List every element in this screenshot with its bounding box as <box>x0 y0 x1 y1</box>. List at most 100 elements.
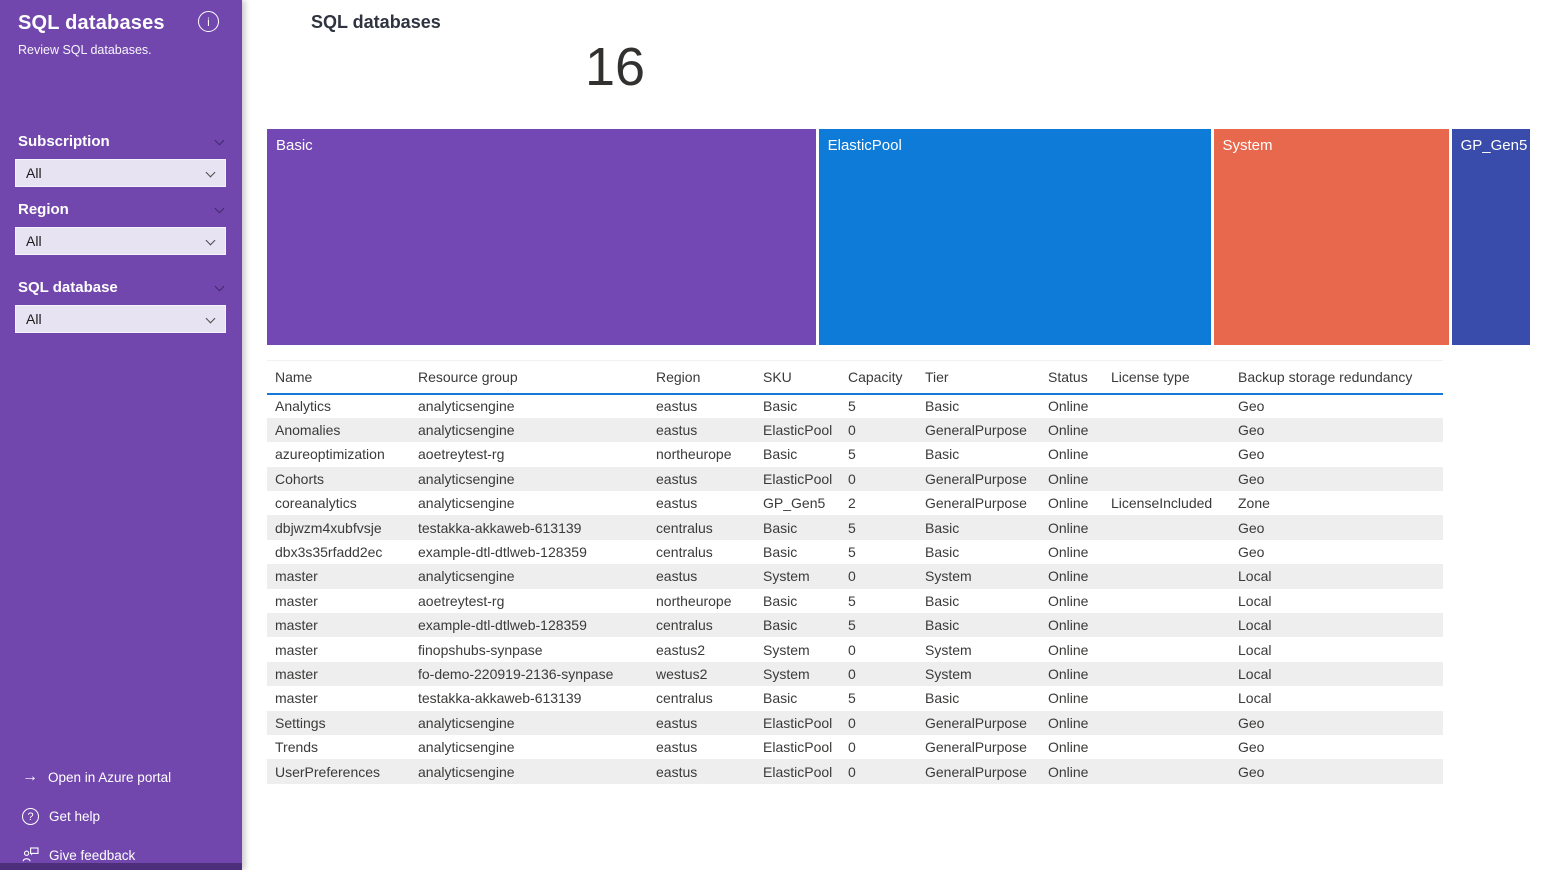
table-cell: GeneralPurpose <box>925 470 1027 487</box>
region-dropdown[interactable]: All <box>15 227 226 255</box>
table-cell: Basic <box>763 446 798 463</box>
table-row[interactable]: coreanalytics analyticsengine eastus GP_Gen… <box>267 491 1443 515</box>
info-icon[interactable]: i <box>198 11 219 32</box>
chevron-down-icon <box>205 313 216 324</box>
sql-database-dropdown[interactable]: All <box>15 305 226 333</box>
table-cell: System <box>925 641 972 658</box>
table-row[interactable]: dbjwzm4xubfvsje testakka-akkaweb-613139 ce… <box>267 515 1443 540</box>
table-cell: ElasticPool <box>763 422 833 439</box>
table-cell: Online <box>1048 714 1089 731</box>
table-cell: 5 <box>848 617 856 634</box>
table-row[interactable]: Cohorts analyticsengine eastus ElasticPool 0… <box>267 466 1443 492</box>
treemap-segment-basic[interactable]: Basic <box>267 129 816 345</box>
table-cell: Zone <box>1238 495 1270 512</box>
table-row[interactable]: master analyticsengine eastus System 0 System… <box>267 564 1443 589</box>
table-cell: 5 <box>848 544 856 561</box>
table-row[interactable]: master aoetreytest-rg northeurope Basic 5 Bas… <box>267 589 1443 613</box>
table-cell: westus2 <box>656 665 708 682</box>
table-cell: analyticsengine <box>418 422 515 439</box>
column-header-capacity[interactable]: Capacity <box>848 360 925 395</box>
page-title: SQL databases <box>311 12 441 32</box>
table-cell: 0 <box>848 470 856 487</box>
dropdown-value: All <box>26 165 42 181</box>
table-row[interactable]: UserPreferences analyticsengine eastus Elas… <box>267 759 1443 784</box>
table-row[interactable]: master fo-demo-220919-2136-synpase westus2… <box>267 661 1443 687</box>
table-row[interactable]: Anomalies analyticsengine eastus ElasticPoo… <box>267 417 1443 443</box>
table-cell: 0 <box>848 665 856 682</box>
table-cell: Geo <box>1238 446 1265 463</box>
column-header-status[interactable]: Status <box>1048 360 1111 395</box>
table-row[interactable]: master testakka-akkaweb-613139 centralus Ba… <box>267 686 1443 710</box>
table-cell: 0 <box>848 714 856 731</box>
table-cell <box>1111 759 1238 783</box>
table-cell: System <box>925 568 972 585</box>
table-cell: Geo <box>1238 714 1265 731</box>
table-row[interactable]: Trends analyticsengine eastus ElasticPool 0 G… <box>267 735 1443 759</box>
treemap-segment-label: ElasticPool <box>827 137 902 154</box>
treemap-segment-label: Basic <box>276 137 313 154</box>
grid-header-row: Name Resource group Region SKU Capacity Tier S… <box>267 360 1443 395</box>
table-row[interactable]: Analytics analyticsengine eastus Basic 5 Basi… <box>267 394 1443 418</box>
sidebar-horizontal-scrollbar[interactable] <box>0 863 242 870</box>
table-row[interactable]: Settings analyticsengine eastus ElasticPool… <box>267 710 1443 735</box>
table-row[interactable]: dbx3s35rfadd2ec example-dtl-dtlweb-128359… <box>267 540 1443 564</box>
table-cell: eastus <box>656 495 698 512</box>
table-cell: centralus <box>656 519 713 536</box>
table-cell: Online <box>1048 470 1089 487</box>
table-cell: Geo <box>1238 544 1265 561</box>
table-cell: eastus <box>656 714 698 731</box>
table-cell: centralus <box>656 617 713 634</box>
feedback-icon <box>22 847 39 863</box>
open-in-azure-portal-link[interactable]: → Open in Azure portal <box>22 768 172 785</box>
table-cell <box>1111 540 1238 564</box>
column-header-resource-group[interactable]: Resource group <box>418 360 656 395</box>
table-cell: Settings <box>275 714 326 731</box>
treemap-segment-label: GP_Gen5 <box>1460 137 1528 154</box>
column-header-name[interactable]: Name <box>267 360 418 395</box>
table-cell: coreanalytics <box>275 495 357 512</box>
column-header-sku[interactable]: SKU <box>763 360 848 395</box>
table-cell: Online <box>1048 592 1089 609</box>
table-cell: 0 <box>848 739 856 756</box>
table-row[interactable]: azureoptimization aoetreytest-rg northeuro… <box>267 442 1443 466</box>
table-cell: eastus2 <box>656 641 706 658</box>
table-cell: centralus <box>656 690 713 707</box>
table-cell: Online <box>1048 641 1089 658</box>
table-cell: analyticsengine <box>418 398 515 415</box>
table-cell: master <box>275 665 318 682</box>
column-header-backup-storage-redundancy[interactable]: Backup storage redundancy <box>1238 360 1443 395</box>
table-cell <box>1111 442 1238 466</box>
table-cell: master <box>275 641 318 658</box>
table-cell: testakka-akkaweb-613139 <box>418 519 582 536</box>
column-header-tier[interactable]: Tier <box>925 360 1048 395</box>
chevron-down-icon <box>205 235 216 246</box>
table-cell: Basic <box>925 446 960 463</box>
table-cell <box>1111 613 1238 637</box>
get-help-link[interactable]: ? Get help <box>22 808 100 825</box>
table-cell: System <box>925 665 972 682</box>
table-cell: Basic <box>925 519 960 536</box>
subscription-dropdown[interactable]: All <box>15 159 226 187</box>
table-row[interactable]: master example-dtl-dtlweb-128359 centralus… <box>267 613 1443 638</box>
give-feedback-link[interactable]: Give feedback <box>22 847 135 863</box>
table-row[interactable]: master finopshubs-synpase eastus2 System 0 Sy… <box>267 637 1443 661</box>
treemap-segment-system[interactable]: System <box>1213 129 1449 345</box>
column-header-license-type[interactable]: License type <box>1111 360 1238 395</box>
table-cell: 0 <box>848 568 856 585</box>
table-cell: GeneralPurpose <box>925 714 1027 731</box>
treemap-segment-elasticpool[interactable]: ElasticPool <box>818 129 1211 345</box>
table-cell: northeurope <box>656 446 732 463</box>
sidebar: SQL databases i Review SQL databases. Su… <box>0 0 242 870</box>
treemap-segment-gp_gen5[interactable]: GP_Gen5 <box>1451 129 1530 345</box>
table-cell: fo-demo-220919-2136-synpase <box>418 665 614 682</box>
table-cell <box>1111 394 1238 418</box>
help-circle-icon: ? <box>22 808 39 825</box>
column-header-region[interactable]: Region <box>656 360 763 395</box>
table-cell: dbjwzm4xubfvsje <box>275 519 382 536</box>
table-cell: finopshubs-synpase <box>418 641 543 658</box>
table-cell: Analytics <box>275 398 332 415</box>
table-cell <box>1111 564 1238 588</box>
parameter-sql-database: SQL database All <box>15 279 226 333</box>
table-cell: analyticsengine <box>418 714 515 731</box>
table-cell: Online <box>1048 568 1089 585</box>
